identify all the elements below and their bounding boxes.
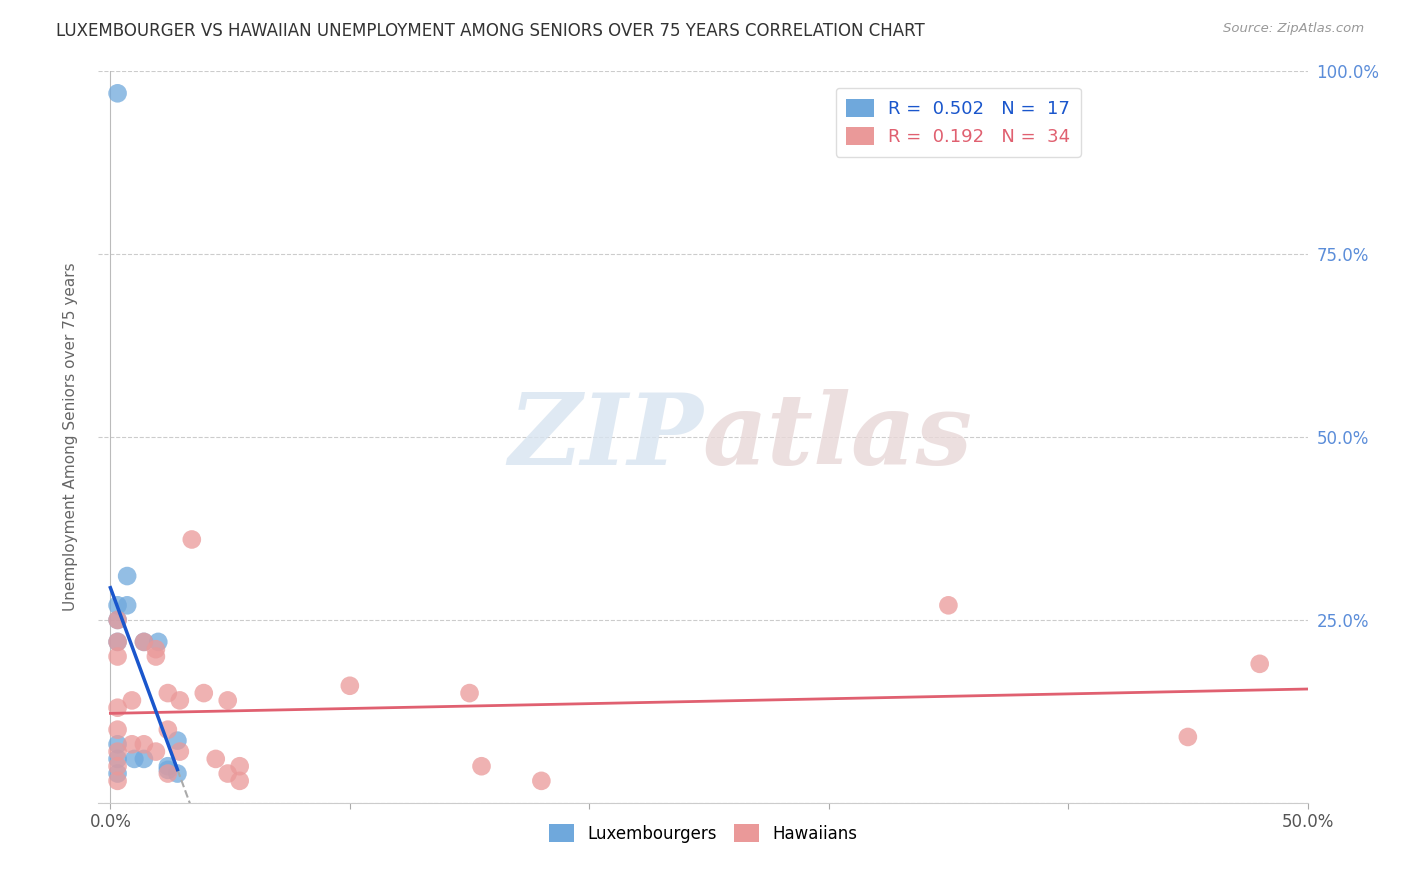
Point [938, 599, 960, 613]
Point [339, 679, 361, 693]
Point [156, 766, 179, 780]
Point [156, 723, 179, 737]
Point [217, 693, 239, 707]
Point [107, 635, 129, 649]
Point [1177, 730, 1199, 744]
Point [107, 759, 129, 773]
Point [193, 686, 215, 700]
Point [107, 613, 129, 627]
Point [132, 752, 155, 766]
Point [107, 599, 129, 613]
Point [458, 686, 481, 700]
Point [156, 759, 179, 773]
Point [145, 642, 167, 657]
Point [530, 773, 553, 788]
Text: atlas: atlas [703, 389, 973, 485]
Point [470, 759, 492, 773]
Point [132, 737, 155, 751]
Point [156, 763, 179, 777]
Point [121, 737, 143, 751]
Point [107, 773, 129, 788]
Point [107, 752, 129, 766]
Point [107, 700, 129, 714]
Point [124, 752, 146, 766]
Point [132, 635, 155, 649]
Point [228, 773, 250, 788]
Text: LUXEMBOURGER VS HAWAIIAN UNEMPLOYMENT AMONG SENIORS OVER 75 YEARS CORRELATION CH: LUXEMBOURGER VS HAWAIIAN UNEMPLOYMENT AM… [56, 22, 925, 40]
Point [169, 745, 191, 759]
Text: Source: ZipAtlas.com: Source: ZipAtlas.com [1223, 22, 1364, 36]
Point [121, 693, 143, 707]
Point [107, 613, 129, 627]
Point [115, 569, 138, 583]
Legend: Luxembourgers, Hawaiians: Luxembourgers, Hawaiians [543, 818, 863, 849]
Point [1249, 657, 1271, 671]
Point [107, 737, 129, 751]
Point [156, 686, 179, 700]
Point [166, 766, 188, 780]
Point [107, 723, 129, 737]
Point [107, 745, 129, 759]
Point [145, 745, 167, 759]
Point [107, 649, 129, 664]
Point [145, 649, 167, 664]
Text: ZIP: ZIP [508, 389, 703, 485]
Point [148, 635, 170, 649]
Point [166, 733, 188, 747]
Point [107, 87, 129, 101]
Y-axis label: Unemployment Among Seniors over 75 years: Unemployment Among Seniors over 75 years [63, 263, 77, 611]
Point [228, 759, 250, 773]
Point [217, 766, 239, 780]
Point [132, 635, 155, 649]
Point [204, 752, 226, 766]
Point [180, 533, 202, 547]
Point [107, 766, 129, 780]
Point [107, 635, 129, 649]
Point [169, 693, 191, 707]
Point [115, 599, 138, 613]
